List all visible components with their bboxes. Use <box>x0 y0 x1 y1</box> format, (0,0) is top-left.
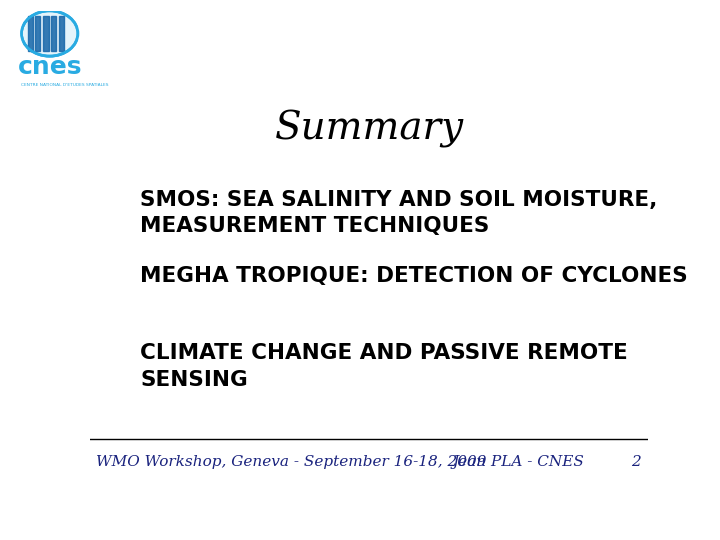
Text: cnes: cnes <box>17 56 82 79</box>
Bar <box>59 16 64 51</box>
Circle shape <box>22 11 78 56</box>
Text: Jean PLA - CNES: Jean PLA - CNES <box>453 455 585 469</box>
Bar <box>78 6 148 96</box>
Text: WMO Workshop, Geneva - September 16-18, 2009: WMO Workshop, Geneva - September 16-18, … <box>96 455 486 469</box>
Bar <box>50 16 56 51</box>
Text: MEGHA TROPIQUE: DETECTION OF CYCLONES: MEGHA TROPIQUE: DETECTION OF CYCLONES <box>140 266 688 286</box>
Bar <box>42 16 49 51</box>
Bar <box>27 16 33 51</box>
Bar <box>35 16 40 51</box>
Text: CLIMATE CHANGE AND PASSIVE REMOTE
SENSING: CLIMATE CHANGE AND PASSIVE REMOTE SENSIN… <box>140 343 628 390</box>
Text: Summary: Summary <box>274 110 464 148</box>
Text: 2: 2 <box>631 455 641 469</box>
Text: CENTRE NATIONAL D'ETUDES SPATIALES: CENTRE NATIONAL D'ETUDES SPATIALES <box>21 83 109 87</box>
Text: SMOS: SEA SALINITY AND SOIL MOISTURE,
MEASUREMENT TECHNIQUES: SMOS: SEA SALINITY AND SOIL MOISTURE, ME… <box>140 190 657 236</box>
Bar <box>9 6 22 96</box>
